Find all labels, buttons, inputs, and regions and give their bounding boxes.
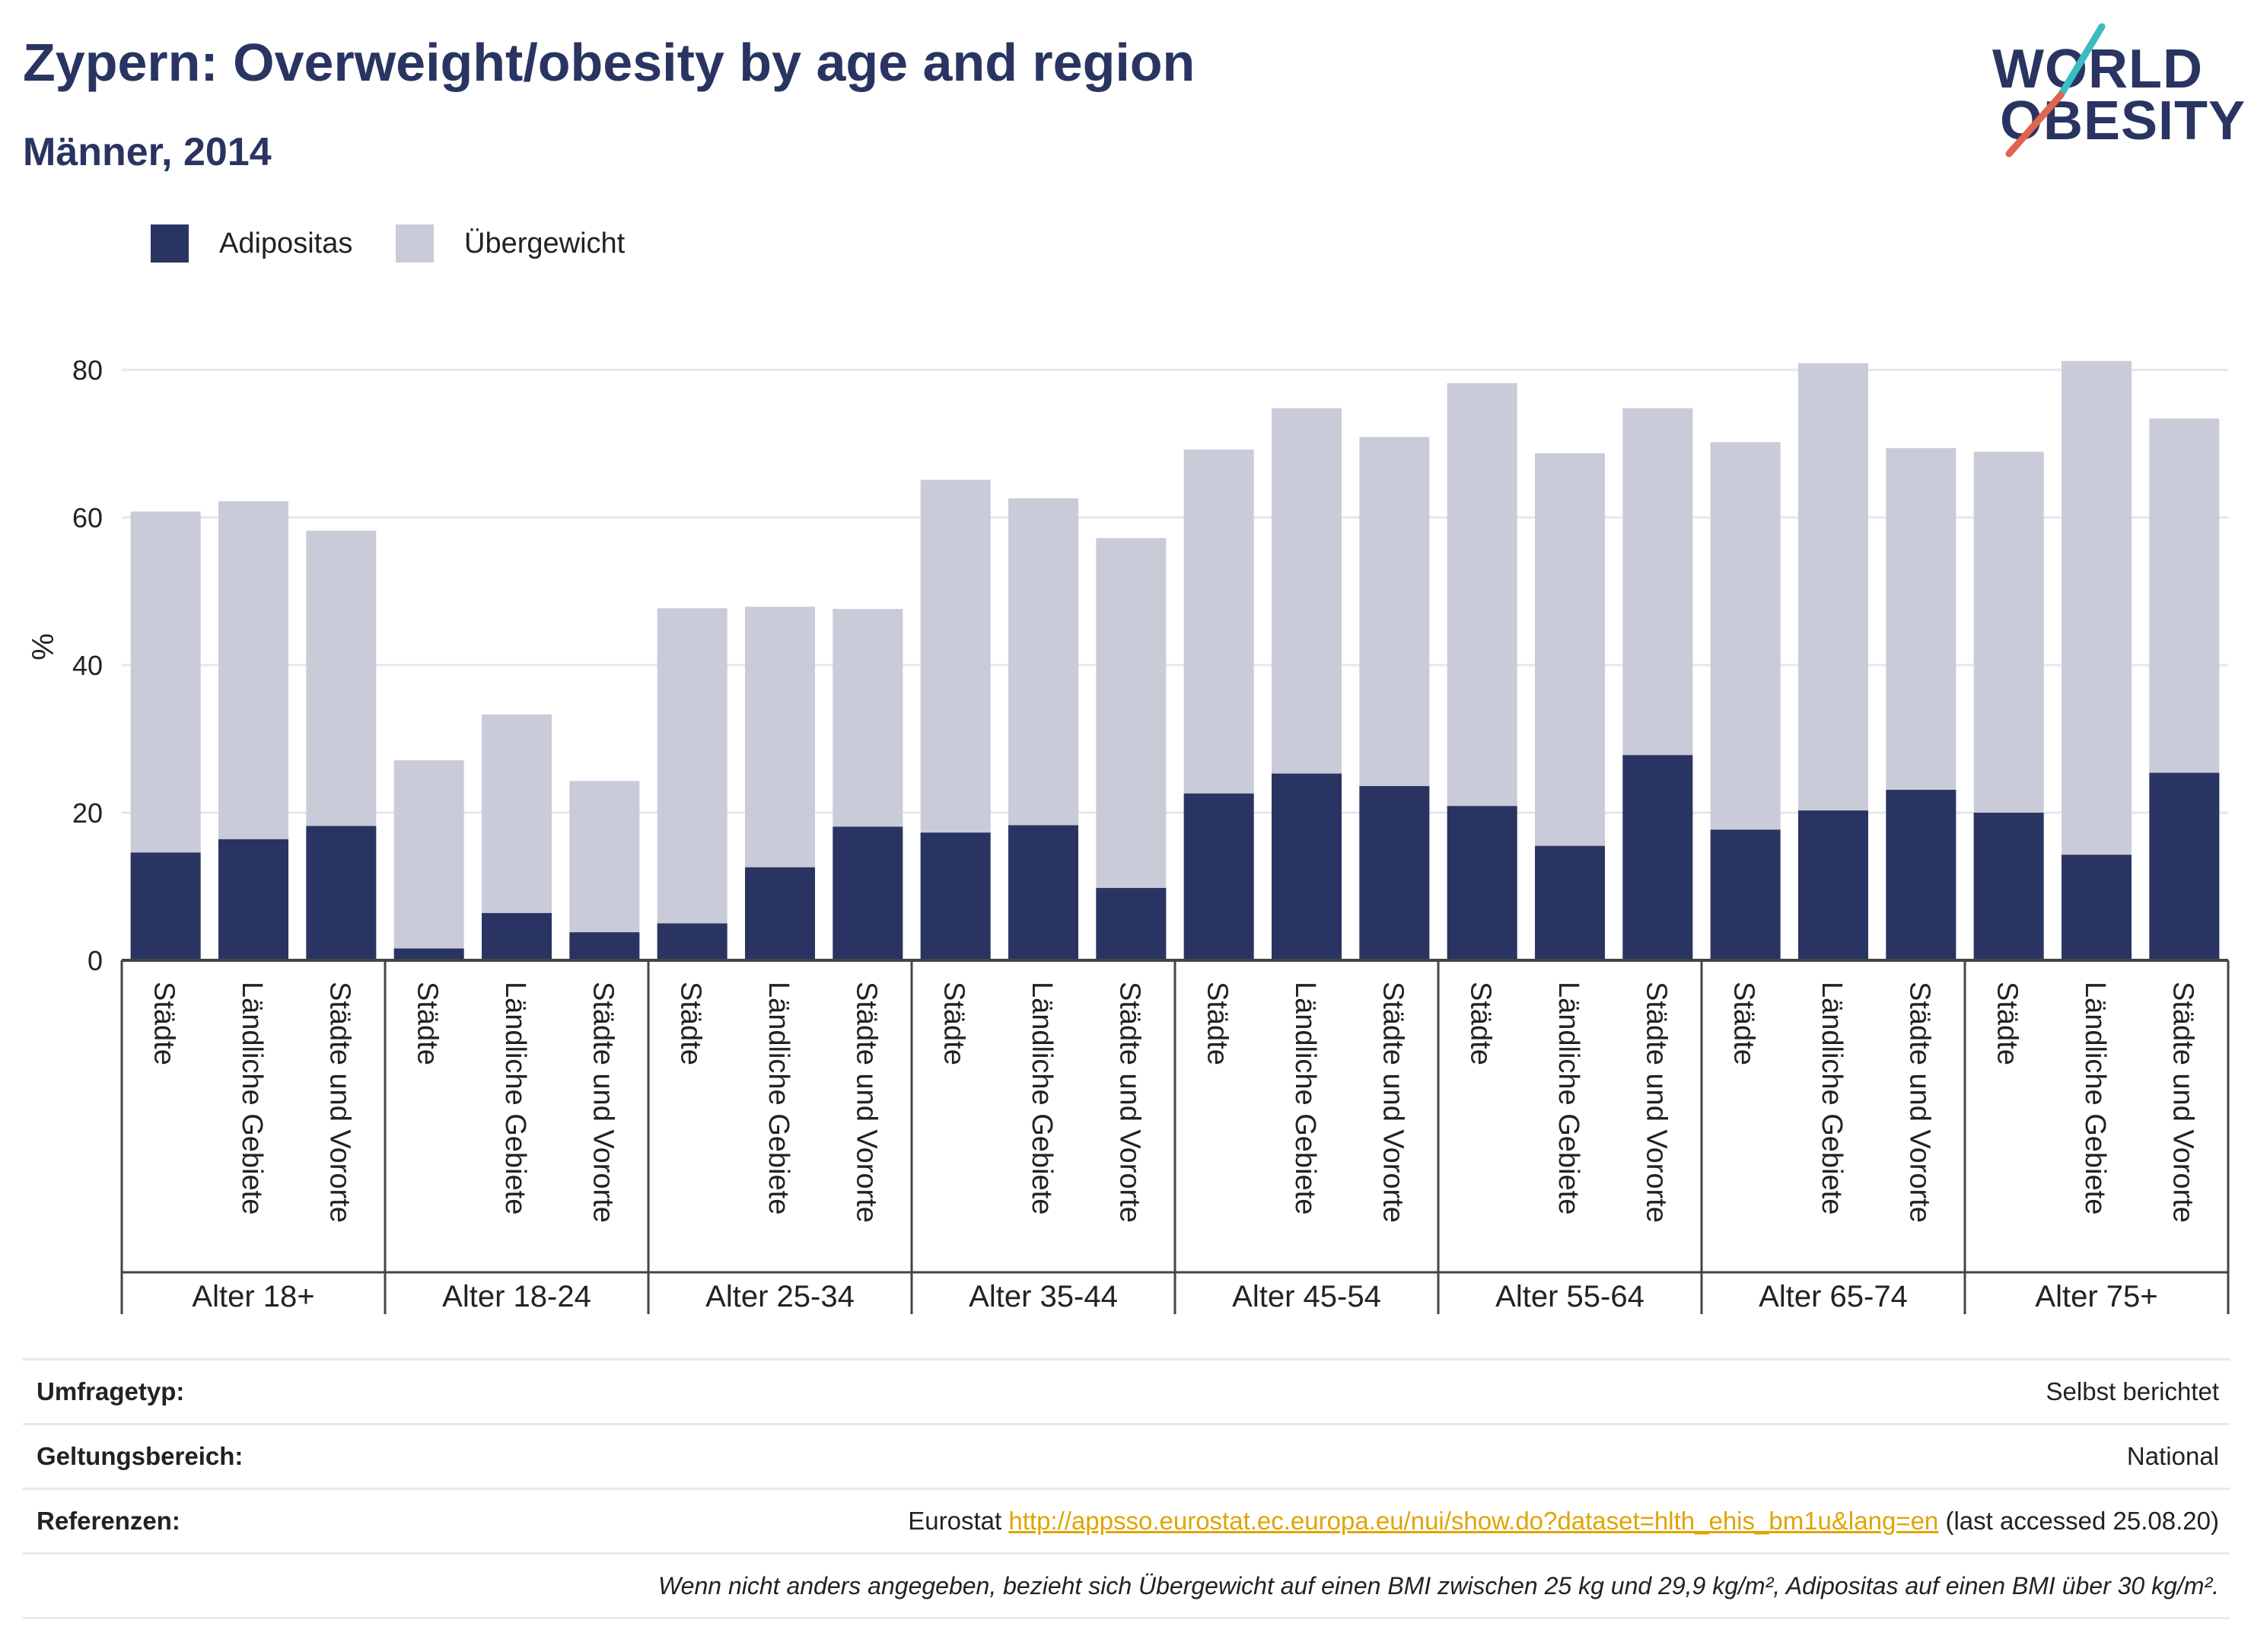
info-row-survey-type: Umfragetyp: Selbst berichtet — [23, 1358, 2230, 1423]
bar-obesity — [218, 839, 288, 960]
x-tick-label-region: Städte — [1465, 982, 1497, 1065]
x-group-label: Alter 65-74 — [1759, 1280, 1908, 1313]
references-value: Eurostat http://appsso.eurostat.ec.europ… — [908, 1507, 2230, 1536]
info-table: Umfragetyp: Selbst berichtet Geltungsber… — [23, 1358, 2230, 1619]
references-label: Referenzen: — [37, 1507, 180, 1535]
x-tick-label-region: Städte und Vororte — [2167, 982, 2198, 1223]
x-tick-label-region: Städte — [1992, 982, 2023, 1065]
x-tick-label-region: Städte und Vororte — [1377, 982, 1409, 1223]
x-tick-label-region: Städte und Vororte — [1640, 982, 1672, 1223]
x-tick-label-region: Städte und Vororte — [850, 982, 882, 1223]
x-tick-label-region: Städte und Vororte — [1903, 982, 1935, 1223]
x-tick-label-region: Ländliche Gebiete — [1026, 982, 1058, 1214]
x-tick-label-region: Ländliche Gebiete — [236, 982, 268, 1214]
bar-obesity — [482, 912, 552, 960]
bar-obesity — [1622, 755, 1693, 960]
bar-obesity — [1359, 786, 1430, 960]
scope-label: Geltungsbereich: — [37, 1442, 244, 1470]
x-group-label: Alter 45-54 — [1232, 1280, 1381, 1313]
bar-obesity — [569, 932, 640, 960]
legend-label-obesity: Adipositas — [219, 227, 353, 259]
y-tick-label: 40 — [72, 650, 103, 681]
bar-obesity — [745, 867, 815, 960]
bar-obesity — [1886, 789, 1956, 960]
survey-type-label: Umfragetyp: — [37, 1377, 185, 1405]
bar-obesity — [657, 923, 728, 960]
bar-obesity — [833, 826, 903, 960]
x-tick-label-region: Ländliche Gebiete — [1816, 982, 1848, 1214]
chart-subtitle: Männer, 2014 — [23, 130, 272, 174]
y-tick-label: 0 — [88, 945, 103, 976]
bar-obesity — [2062, 855, 2132, 960]
world-obesity-logo: WORLD OBESITY — [1979, 23, 2245, 167]
x-tick-label-region: Städte und Vororte — [587, 982, 619, 1223]
bar-obesity — [1183, 793, 1254, 960]
bar-obesity — [2149, 772, 2220, 960]
logo-text-world: WORLD — [1992, 39, 2203, 100]
x-tick-label-region: Ländliche Gebiete — [499, 982, 531, 1214]
x-tick-label-region: Städte — [938, 982, 970, 1065]
bar-obesity — [1798, 810, 1868, 960]
bar-obesity — [1973, 813, 2044, 960]
bar-obesity — [393, 948, 464, 960]
legend-item-obesity: Adipositas — [151, 224, 352, 263]
x-tick-label-region: Städte — [1202, 982, 1234, 1065]
legend-swatch-obesity — [151, 224, 189, 263]
bar-obesity — [130, 852, 201, 960]
bar-overweight — [657, 608, 728, 960]
x-tick-label-region: Städte — [675, 982, 707, 1065]
x-group-label: Alter 18+ — [192, 1280, 314, 1313]
references-link[interactable]: http://appsso.eurostat.ec.europa.eu/nui/… — [1008, 1507, 1939, 1535]
x-tick-label-region: Städte — [1728, 982, 1760, 1065]
survey-type-value: Selbst berichtet — [2046, 1377, 2219, 1405]
info-row-note: Wenn nicht anders angegeben, bezieht sic… — [23, 1552, 2230, 1619]
x-tick-label-region: Ländliche Gebiete — [763, 982, 794, 1214]
info-row-scope: Geltungsbereich: National — [23, 1423, 2230, 1488]
bar-obesity — [1008, 825, 1078, 960]
x-tick-label-region: Städte und Vororte — [1113, 982, 1145, 1223]
bar-overweight — [393, 760, 464, 960]
references-suffix: (last accessed 25.08.20) — [1938, 1507, 2219, 1535]
x-tick-label-region: Städte — [148, 982, 180, 1065]
definition-note: Wenn nicht anders angegeben, bezieht sic… — [658, 1571, 2219, 1599]
bar-overweight — [569, 781, 640, 960]
x-tick-label-region: Ländliche Gebiete — [1289, 982, 1321, 1214]
legend-label-overweight: Übergewicht — [464, 227, 626, 259]
x-tick-label-region: Ländliche Gebiete — [2079, 982, 2111, 1214]
bar-obesity — [1710, 829, 1781, 960]
scope-value: National — [2126, 1442, 2219, 1470]
bar-obesity — [1447, 806, 1517, 960]
bar-obesity — [920, 832, 991, 960]
legend-swatch-overweight — [396, 224, 434, 263]
legend-item-overweight: Übergewicht — [396, 224, 625, 263]
stacked-bar-chart: 0 20 40 60 80% Städte Ländliche Gebiete Städte … — [27, 355, 2230, 1314]
x-tick-label-region: Städte und Vororte — [323, 982, 355, 1223]
y-tick-label: 80 — [72, 355, 103, 386]
x-group-label: Alter 35-44 — [969, 1280, 1118, 1313]
chart-title: Zypern: Overweight/obesity by age and re… — [23, 33, 1196, 92]
x-group-label: Alter 18-24 — [442, 1280, 591, 1313]
bar-obesity — [1096, 887, 1167, 960]
y-axis-label: % — [27, 633, 60, 660]
logo-slash-icon — [2005, 23, 2106, 158]
bar-obesity — [1272, 773, 1342, 960]
x-tick-label-region: Städte — [412, 982, 444, 1065]
x-group-label: Alter 25-34 — [705, 1280, 855, 1313]
bar-obesity — [1535, 845, 1605, 960]
x-group-label: Alter 75+ — [2035, 1280, 2157, 1313]
x-group-label: Alter 55-64 — [1495, 1280, 1644, 1313]
info-row-references: Referenzen: Eurostat http://appsso.euros… — [23, 1488, 2230, 1552]
references-prefix: Eurostat — [908, 1507, 1009, 1535]
x-tick-label-region: Ländliche Gebiete — [1552, 982, 1584, 1214]
y-tick-label: 20 — [72, 797, 103, 829]
bar-obesity — [306, 826, 377, 960]
y-tick-label: 60 — [72, 502, 103, 533]
